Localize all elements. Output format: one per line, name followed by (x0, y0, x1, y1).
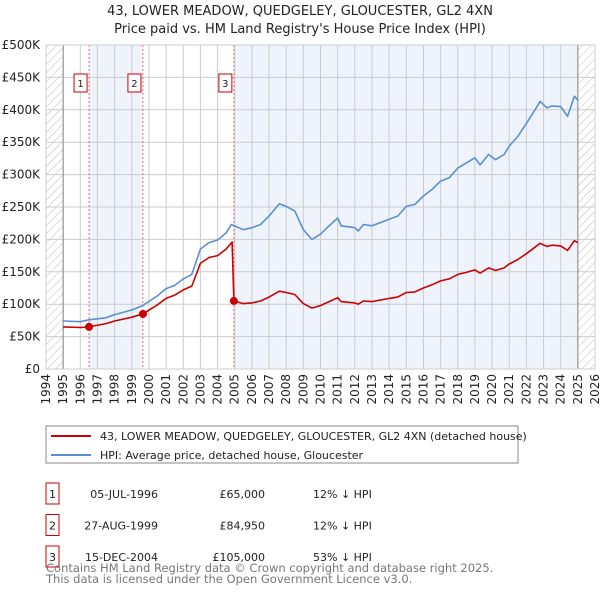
y-tick-label: £350K (2, 135, 42, 149)
chart-subtitle: Price paid vs. HM Land Registry's House … (114, 22, 486, 37)
hpi-series-line (63, 95, 579, 323)
transaction-number: 2 (49, 520, 56, 533)
x-tick-label: 2024 (554, 374, 568, 405)
x-tick-label: 2016 (416, 374, 430, 405)
x-tick-label: 2020 (485, 374, 499, 405)
y-tick-label: £250K (2, 200, 42, 214)
price-series-line (63, 239, 579, 329)
transaction-price: £65,000 (220, 488, 266, 501)
transaction-date: 15-DEC-2004 (85, 551, 158, 564)
sale-3-badge-label: 3 (222, 79, 228, 90)
y-tick-label: £50K (9, 330, 41, 344)
x-tick-label: 2002 (176, 374, 190, 405)
transaction-hpi-diff: 12% ↓ HPI (313, 488, 372, 501)
sale-3-marker[interactable] (229, 296, 238, 305)
sale-3-badge (218, 73, 233, 93)
x-tick-label: 2012 (348, 374, 362, 405)
x-tick-label: 1998 (108, 374, 122, 405)
x-tick-label: 2005 (228, 374, 242, 405)
chart-title: 43, LOWER MEADOW, QUEDGELEY, GLOUCESTER,… (107, 4, 493, 19)
transaction-price: £84,950 (220, 520, 266, 533)
x-tick-label: 2025 (571, 374, 585, 405)
x-tick-label: 1995 (56, 374, 70, 405)
y-tick-label: £200K (2, 232, 42, 246)
x-tick-label: 2003 (193, 374, 207, 405)
transaction-number-badge (45, 482, 60, 505)
sale-1-badge-label: 1 (77, 79, 83, 90)
x-tick-label: 2018 (451, 374, 465, 405)
y-tick-label: £100K (2, 297, 42, 311)
sale-1-badge (73, 73, 88, 93)
x-tick-label: 2004 (211, 374, 225, 405)
x-tick-label: 2015 (399, 374, 413, 405)
transaction-number-badge (45, 514, 60, 536)
transaction-hpi-diff: 53% ↓ HPI (313, 551, 372, 564)
x-tick-label: 2011 (331, 374, 345, 405)
transaction-row: 3 15-DEC-2004 £105,000 53% ↓ HPI (45, 545, 372, 568)
y-tick-label: £150K (2, 265, 42, 279)
x-tick-label: 2009 (296, 374, 310, 405)
transaction-row: 2 27-AUG-1999 £84,950 12% ↓ HPI (45, 514, 372, 536)
y-tick-label: £400K (2, 103, 42, 117)
transaction-hpi-diff: 12% ↓ HPI (313, 520, 372, 533)
transaction-date: 05-JUL-1996 (90, 488, 158, 501)
x-tick-label: 2019 (468, 374, 482, 405)
x-tick-label: 2023 (537, 374, 551, 405)
y-tick-label: £450K (2, 70, 42, 84)
legend: 43, LOWER MEADOW, QUEDGELEY, GLOUCESTER,… (45, 425, 527, 464)
x-tick-label: 2017 (434, 374, 448, 405)
sale-2-marker[interactable] (138, 309, 147, 318)
x-tick-label: 2001 (159, 374, 173, 405)
plot-border (45, 44, 596, 370)
transaction-number-badge (45, 545, 60, 568)
x-tick-label: 2026 (588, 374, 600, 405)
transaction-date: 27-AUG-1999 (84, 520, 158, 533)
footer-line-1: Contains HM Land Registry data © Crown c… (46, 561, 493, 575)
transaction-number: 1 (49, 488, 56, 501)
x-tick-label: 2000 (142, 374, 156, 405)
y-tick-label: £0 (25, 362, 40, 376)
footer-line-2: This data is licensed under the Open Gov… (45, 572, 412, 586)
sale-2-badge-label: 2 (131, 79, 137, 90)
x-tick-label: 1997 (90, 374, 104, 405)
transaction-price: £105,000 (213, 551, 266, 564)
x-tick-label: 1994 (39, 374, 53, 405)
sale-1-marker[interactable] (85, 322, 94, 331)
legend-price-label: 43, LOWER MEADOW, QUEDGELEY, GLOUCESTER,… (100, 430, 527, 443)
x-tick-label: 2013 (365, 374, 379, 405)
x-tick-label: 2006 (245, 374, 259, 405)
x-tick-label: 2007 (262, 374, 276, 405)
y-tick-label: £300K (2, 168, 42, 182)
x-tick-label: 2008 (279, 374, 293, 405)
x-tick-label: 1996 (73, 374, 87, 405)
legend-hpi-label: HPI: Average price, detached house, Glou… (100, 449, 364, 462)
transactions-table: 1 05-JUL-1996 £65,000 12% ↓ HPI 2 27-AUG-1999… (45, 482, 372, 568)
x-tick-label: 1999 (125, 374, 139, 405)
y-tick-label: £500K (2, 38, 42, 52)
x-tick-label: 2014 (382, 374, 396, 405)
x-tick-label: 2022 (519, 374, 533, 405)
transaction-row: 1 05-JUL-1996 £65,000 12% ↓ HPI (45, 482, 372, 505)
sale-2-badge (127, 73, 142, 93)
transaction-number: 3 (49, 551, 56, 564)
plot-area: 1994 1995 1996 1997 1998 1999 2000 2001 2002 2003… (2, 38, 600, 405)
x-tick-label: 2010 (314, 374, 328, 405)
x-tick-label: 2021 (502, 374, 516, 405)
